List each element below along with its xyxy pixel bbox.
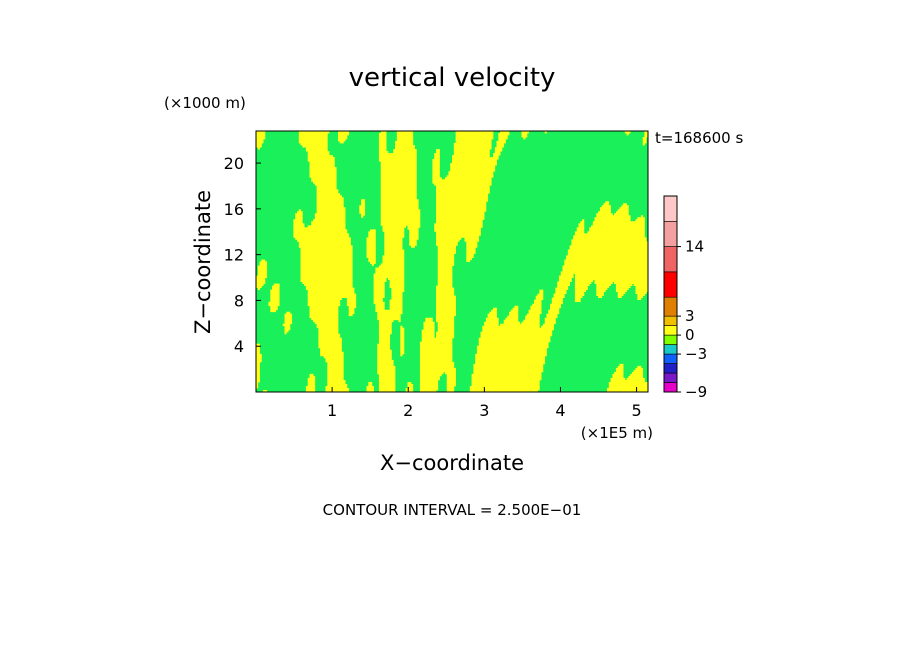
colorbar-swatch [663, 334, 678, 345]
colorbar-tick-label: −9 [685, 383, 707, 401]
colorbar-swatch [663, 325, 678, 336]
colorbar-tick-label: 3 [685, 307, 695, 325]
x-axis-label: X−coordinate [380, 451, 524, 475]
y-tick-label: 20 [224, 154, 244, 173]
colorbar-swatch [663, 363, 678, 374]
colorbar-swatch [663, 220, 678, 247]
colorbar-swatch [663, 344, 678, 355]
y-axis-label: Z−coordinate [191, 190, 215, 334]
x-tick-label: 2 [403, 401, 413, 420]
colorbar-swatch [663, 195, 678, 222]
colorbar-tick-label: 14 [685, 238, 704, 256]
plot-frame [255, 130, 649, 393]
x-tick-label: 4 [555, 401, 565, 420]
colorbar-swatch [663, 315, 678, 326]
colorbar-swatch [663, 271, 678, 298]
y-tick-label: 16 [224, 200, 244, 219]
colorbar-swatch [663, 353, 678, 364]
colorbar-tick-label: −3 [685, 345, 707, 363]
velocity-field [256, 131, 648, 392]
x-unit-label: (×1E5 m) [581, 424, 653, 442]
y-unit-label: (×1000 m) [164, 94, 246, 112]
colorbar-swatch [663, 382, 678, 393]
colorbar: −9 −303 14 [663, 195, 707, 401]
y-tick-label: 4 [234, 337, 244, 356]
time-label: t=168600 s [655, 129, 743, 147]
y-tick-label: 12 [224, 246, 244, 265]
chart-title: vertical velocity [349, 63, 556, 93]
colorbar-frame [663, 195, 678, 393]
colorbar-tick-label: 0 [685, 326, 695, 344]
x-tick-label: 1 [327, 401, 337, 420]
y-axis: 4 8 12 16 20 [224, 154, 261, 356]
positive-velocity-region [256, 131, 648, 392]
x-axis: 1 2 3 4 5 [327, 387, 642, 420]
contour-interval-label: CONTOUR INTERVAL = 2.500E−01 [323, 501, 582, 519]
x-tick-label: 5 [631, 401, 641, 420]
colorbar-swatch [663, 372, 678, 383]
x-tick-label: 3 [479, 401, 489, 420]
colorbar-swatch [663, 296, 678, 317]
y-tick-label: 8 [234, 291, 244, 310]
colorbar-swatch [663, 246, 678, 273]
